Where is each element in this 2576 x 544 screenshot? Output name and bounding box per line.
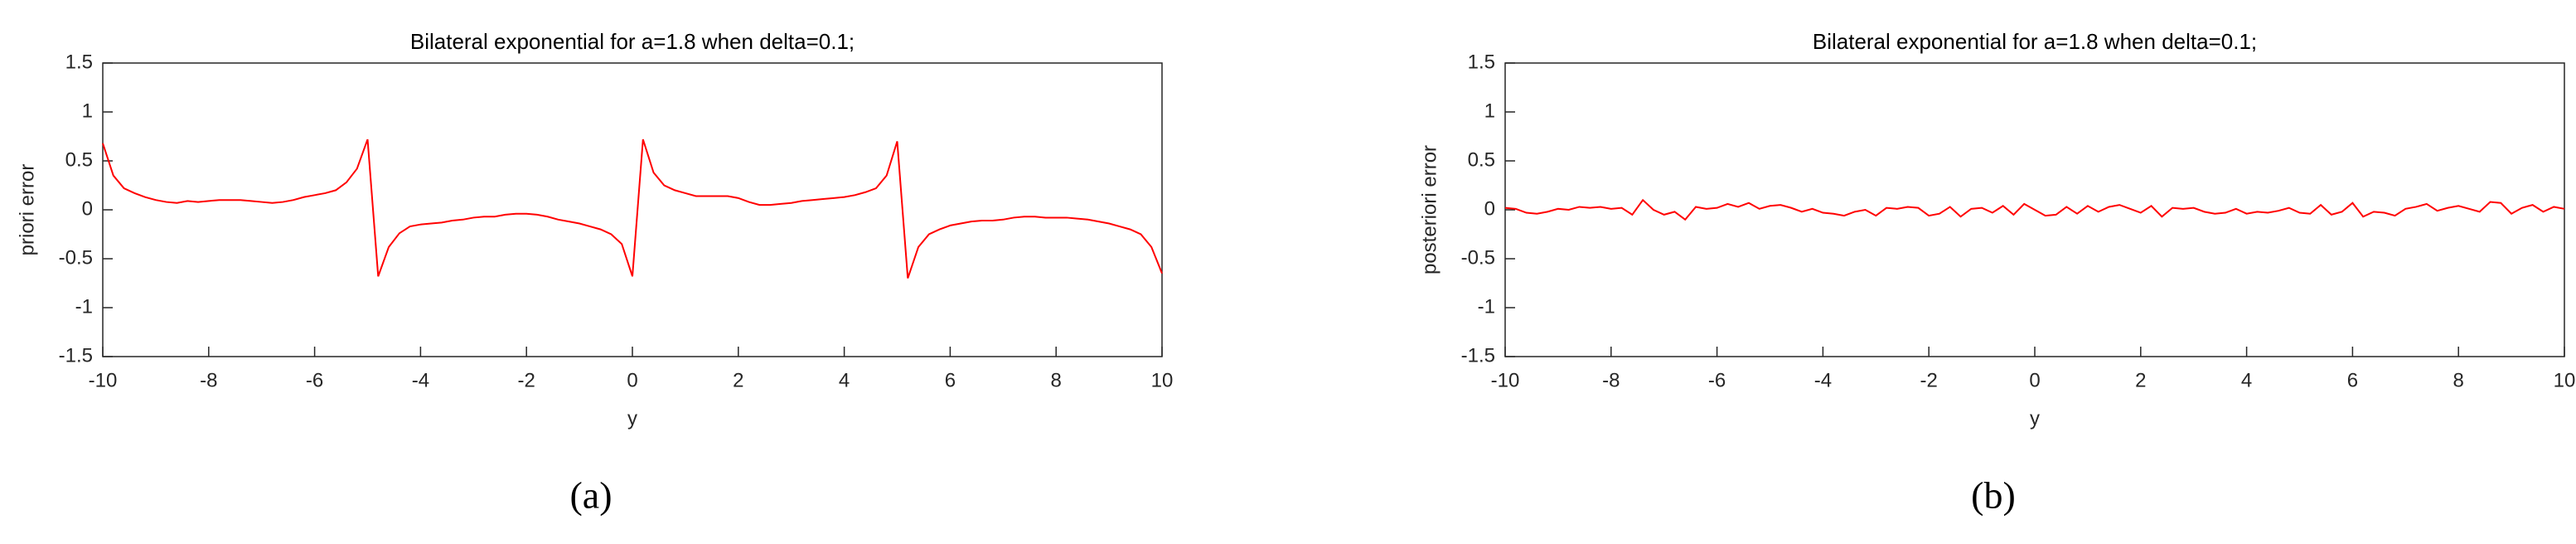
x-tick-label: 2 (2135, 369, 2146, 391)
x-tick-label: -10 (89, 369, 118, 391)
y-tick-label: -0.5 (1461, 246, 1495, 269)
y-tick-label: 0 (1484, 197, 1495, 220)
y-tick-label: -0.5 (59, 246, 93, 269)
data-line (1504, 198, 2565, 221)
x-tick-label: -8 (200, 369, 217, 391)
x-tick-label: -6 (1708, 369, 1726, 391)
chart-title: Bilateral exponential for a=1.8 when del… (1813, 29, 2257, 54)
chart-title: Bilateral exponential for a=1.8 when del… (410, 29, 855, 54)
x-tick-label: 4 (839, 369, 850, 391)
x-tick-label: -10 (1491, 369, 1520, 391)
x-tick-label: 2 (733, 369, 743, 391)
x-tick-label: 8 (2453, 369, 2464, 391)
x-tick-label: 0 (627, 369, 637, 391)
data-line (102, 138, 1163, 279)
y-tick-label: 0.5 (65, 148, 93, 171)
x-tick-label: 10 (1151, 369, 1174, 391)
x-tick-label: -8 (1602, 369, 1620, 391)
y-tick-label: -1 (75, 295, 93, 318)
sub-caption: (b) (1971, 474, 2016, 517)
y-tick-label: -1 (1478, 295, 1495, 318)
x-tick-label: 6 (2347, 369, 2358, 391)
y-tick-label: -1.5 (1461, 344, 1495, 367)
y-axis-label: priori error (16, 164, 38, 256)
x-tick-label: -2 (518, 369, 535, 391)
y-tick-label: 1 (82, 100, 93, 122)
y-tick-label: -1.5 (59, 344, 93, 367)
x-tick-label: 0 (2029, 369, 2040, 391)
x-tick-label: -4 (412, 369, 429, 391)
plot-area (102, 62, 1163, 357)
y-axis-label: posteriori error (1418, 145, 1441, 274)
x-tick-label: 8 (1051, 369, 1062, 391)
y-tick-label: 1.5 (1468, 51, 1495, 73)
x-tick-label: -6 (306, 369, 323, 391)
sub-caption: (a) (569, 474, 612, 517)
y-tick-label: 0 (82, 197, 93, 220)
x-tick-label: -2 (1920, 369, 1938, 391)
y-tick-label: 1 (1484, 100, 1495, 122)
y-tick-label: 1.5 (65, 51, 93, 73)
x-tick-label: -4 (1814, 369, 1832, 391)
x-tick-label: 4 (2241, 369, 2252, 391)
x-axis-label: y (627, 407, 637, 430)
x-tick-label: 6 (945, 369, 956, 391)
y-tick-label: 0.5 (1468, 148, 1495, 171)
x-tick-label: 10 (2554, 369, 2576, 391)
x-axis-label: y (2030, 407, 2040, 430)
